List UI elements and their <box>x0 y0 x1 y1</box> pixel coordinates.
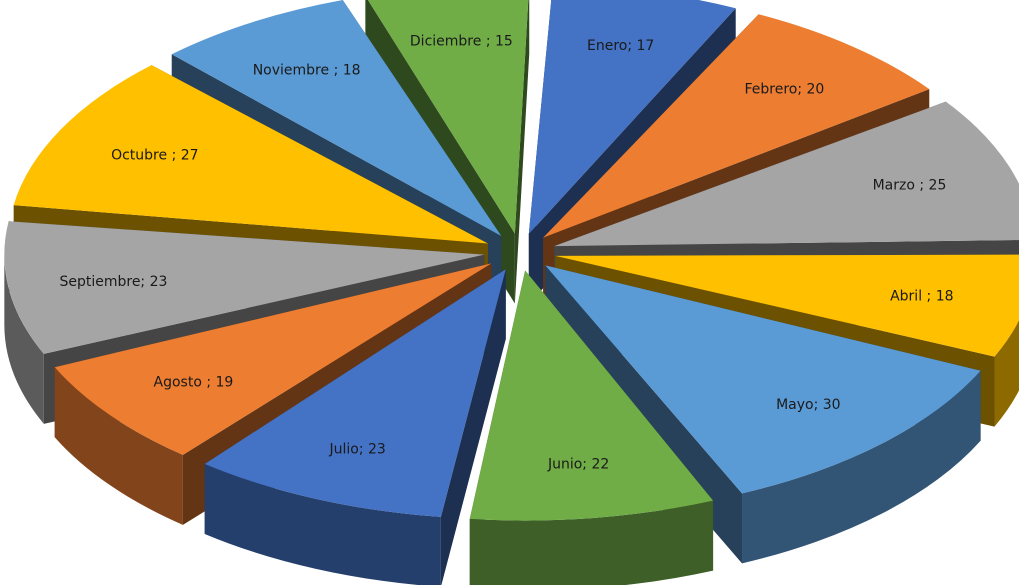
data-label-febrero: Febrero; 20 <box>744 82 824 98</box>
pie-slice-julio <box>204 269 506 585</box>
pie-slice-top <box>54 263 492 455</box>
pie-slice-edge <box>994 320 1019 427</box>
pie-slice-top <box>4 221 485 354</box>
pie-slice-top <box>554 101 1019 247</box>
data-label-octubre: Octubre ; 27 <box>111 147 198 163</box>
pie-slice-top <box>469 270 714 521</box>
pie-slice-edge <box>469 500 714 585</box>
data-label-enero: Enero; 17 <box>587 38 654 54</box>
pie-slice-edge <box>742 370 981 564</box>
pie-slice-top <box>13 65 488 244</box>
pie-data-labels: Enero; 17 Febrero; 20 Marzo ; 25 Abril ; 18… <box>59 33 953 472</box>
pie-slice-top <box>528 0 736 234</box>
pie-slices <box>4 0 1019 585</box>
data-label-septiembre: Septiembre; 23 <box>59 274 167 290</box>
pie-slice-top <box>171 0 502 236</box>
pie-slice-top <box>555 254 1019 357</box>
pie-slice-edge <box>54 367 183 525</box>
pie-slice-edge <box>204 463 441 585</box>
data-label-diciembre: Diciembre ; 15 <box>410 33 513 49</box>
data-label-agosto: Agosto ; 19 <box>154 374 234 390</box>
pie-slice-top <box>543 14 930 238</box>
pie-slice-edge <box>4 254 44 424</box>
pie-slice-top <box>367 0 529 234</box>
data-label-abril: Abril ; 18 <box>890 289 953 305</box>
pie-slice-top <box>204 269 506 517</box>
pie-slice-wall <box>514 0 530 304</box>
data-label-julio: Julio; 23 <box>328 441 385 457</box>
data-label-mayo: Mayo; 30 <box>776 397 841 413</box>
data-label-junio: Junio; 22 <box>547 457 609 473</box>
data-label-marzo: Marzo ; 25 <box>873 178 947 194</box>
data-label-noviembre: Noviembre ; 18 <box>253 62 361 78</box>
pie-slice-top <box>545 265 981 494</box>
pie-slice-junio <box>469 270 714 585</box>
